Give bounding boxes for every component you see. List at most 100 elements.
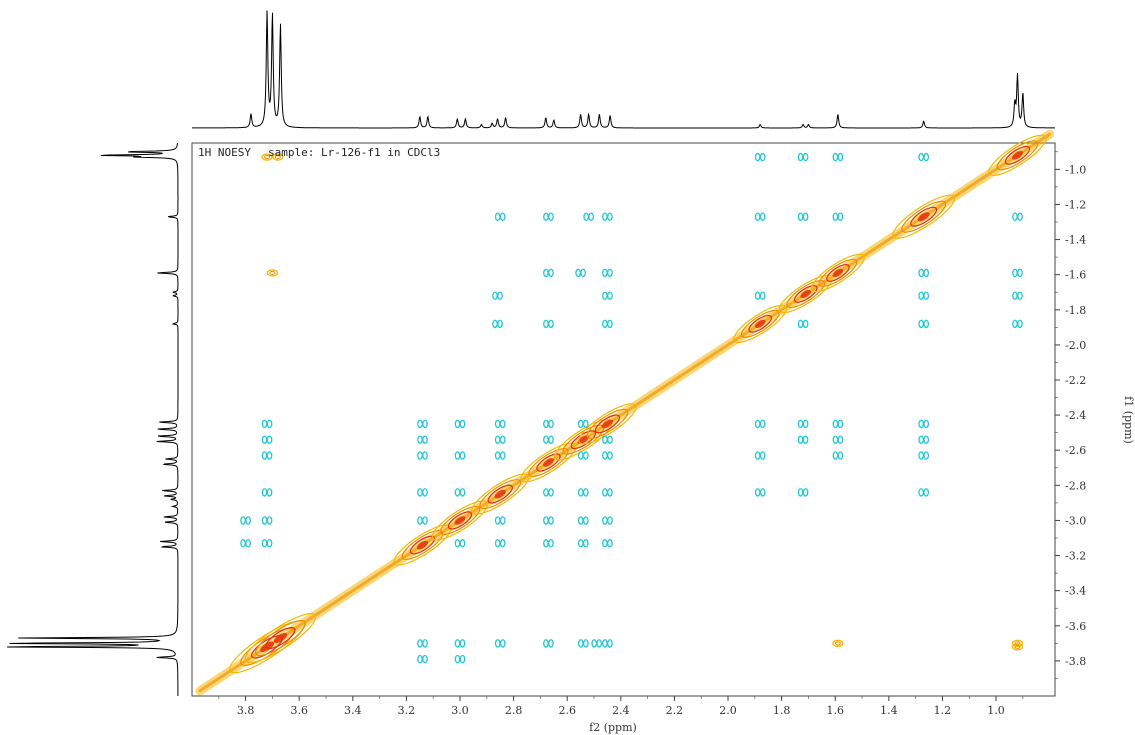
negative-cross-peak (602, 451, 613, 460)
positive-cross-peak (266, 269, 279, 277)
negative-cross-peak (240, 516, 251, 525)
negative-cross-peak (577, 539, 589, 548)
diagonal-band-inner (198, 132, 1052, 693)
y-tick-label: -2.2 (1065, 374, 1086, 387)
cross-peaks (240, 152, 1024, 664)
y-tick-label: -1.6 (1065, 269, 1086, 282)
negative-cross-peak (454, 539, 466, 548)
positive-cross-peak (272, 153, 284, 161)
negative-cross-peak (261, 435, 273, 444)
diagonal-peak (393, 524, 452, 566)
negative-cross-peak (1012, 319, 1023, 329)
negative-cross-peak (417, 435, 428, 444)
negative-cross-peak (543, 435, 554, 444)
negative-cross-peak (454, 488, 466, 497)
negative-cross-peak (417, 639, 428, 648)
negative-cross-peak (543, 319, 554, 329)
x-tick-label: 3.0 (451, 704, 469, 717)
negative-cross-peak (797, 488, 809, 497)
negative-cross-peak (454, 639, 466, 648)
negative-cross-peak (754, 488, 766, 497)
negative-cross-peak (918, 419, 930, 429)
negative-cross-peak (577, 451, 589, 460)
y-tick-label: -2.4 (1065, 409, 1086, 422)
negative-cross-peak (602, 212, 613, 221)
negative-cross-peak (417, 488, 428, 497)
negative-cross-peak (602, 516, 613, 525)
negative-cross-peak (754, 451, 766, 460)
x-tick-label: 2.0 (719, 704, 737, 717)
top-spectrum-line (191, 10, 1055, 129)
x-tick-label: 1.8 (773, 704, 791, 717)
negative-cross-peak (575, 268, 586, 278)
negative-cross-peak (602, 539, 613, 548)
y-tick-label: -1.4 (1065, 234, 1086, 247)
negative-cross-peak (797, 435, 809, 444)
negative-cross-peak (754, 291, 766, 300)
y-tick-label: -2.0 (1065, 339, 1086, 352)
y-axis: -1.0 -1.2 -1.4 -1.6 -1.8 -2.0 -2.2 -2.4 -2.6 -2.8… (1055, 151, 1086, 679)
negative-cross-peak (417, 654, 428, 664)
diagonal-peak (244, 613, 317, 664)
negative-cross-peak (797, 419, 809, 429)
negative-cross-peak (797, 152, 809, 162)
y-tick-label: -1.0 (1065, 163, 1086, 176)
x-tick-label: 3.6 (290, 704, 308, 717)
negative-cross-peak (1012, 212, 1023, 221)
negative-cross-peak (602, 319, 613, 329)
y-tick-label: -2.8 (1065, 479, 1086, 492)
negative-cross-peak (918, 488, 930, 497)
negative-cross-peak (918, 268, 930, 278)
negative-cross-peak (240, 539, 251, 548)
diagonal-peak (810, 253, 865, 293)
negative-cross-peak (591, 639, 603, 648)
negative-cross-peak (583, 212, 595, 221)
diagonal-peak (431, 500, 489, 541)
y-tick-label: -3.8 (1065, 655, 1086, 668)
experiment-label: 1H NOESY (198, 146, 251, 159)
positive-cross-peak (832, 639, 844, 647)
negative-cross-peak (754, 419, 766, 429)
contour-plot-area: 1H NOESY sample: Lr-126-f1 in CDCl3 (191, 129, 1056, 697)
negative-cross-peak (494, 539, 506, 548)
negative-cross-peak (754, 152, 766, 162)
x-tick-label: 2.8 (505, 704, 523, 717)
negative-cross-peak (577, 516, 589, 525)
x-axis: 3.8 3.6 3.4 3.2 3.0 2.8 2.6 2.4 2.2 2.0 1.8 1.6 1.4 1… (218, 696, 1024, 717)
x-tick-label: 2.6 (558, 704, 576, 717)
negative-cross-peak (494, 639, 506, 648)
negative-cross-peak (602, 268, 613, 278)
diagonal-peak (520, 442, 577, 483)
negative-cross-peak (454, 654, 466, 664)
positive-cross-peak (261, 153, 273, 161)
x-axis-title: f2 (ppm) (589, 721, 637, 734)
negative-cross-peak (492, 319, 503, 329)
negative-cross-peak (543, 212, 554, 221)
negative-cross-peak (261, 488, 273, 497)
negative-cross-peak (918, 451, 930, 460)
negative-cross-peak (832, 435, 844, 444)
negative-cross-peak (918, 319, 930, 329)
diagonal-peak (471, 473, 530, 515)
negative-cross-peak (797, 319, 809, 329)
negative-cross-peak (602, 488, 613, 497)
y-tick-label: -3.0 (1065, 514, 1086, 527)
x-tick-label: 1.2 (934, 704, 952, 717)
y-tick-label: -1.8 (1065, 304, 1086, 317)
positive-cross-peak (1011, 643, 1024, 651)
x-tick-label: 2.4 (612, 704, 630, 717)
diagonal-peak (733, 304, 788, 344)
negative-cross-peak (454, 451, 466, 460)
y-tick-label: -3.2 (1065, 550, 1086, 563)
negative-cross-peak (543, 419, 554, 429)
negative-cross-peak (797, 212, 809, 221)
plot-frame (191, 142, 1056, 697)
y-tick-label: -3.6 (1065, 620, 1086, 633)
negative-cross-peak (543, 639, 554, 648)
negative-cross-peak (918, 152, 930, 162)
diagonal-peak (988, 134, 1047, 176)
y-tick-label: -1.2 (1065, 198, 1086, 211)
negative-cross-peak (261, 451, 273, 460)
